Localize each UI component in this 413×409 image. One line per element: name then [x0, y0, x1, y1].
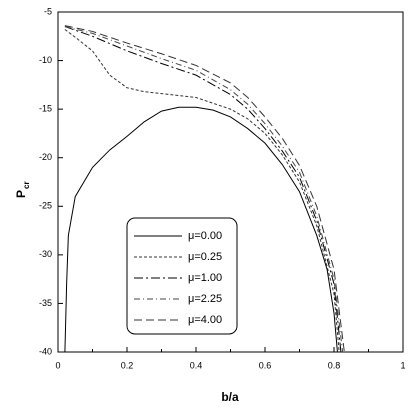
- x-tick-label: 0.2: [121, 360, 134, 370]
- y-tick-label: -25: [39, 201, 52, 211]
- legend-label: μ=1.00: [188, 272, 222, 284]
- x-tick-label: 1: [400, 360, 405, 370]
- y-tick-label: -30: [39, 249, 52, 259]
- y-tick-label: -15: [39, 104, 52, 114]
- series-line: [64, 26, 344, 353]
- y-axis-title: P cr: [14, 181, 31, 198]
- series-line: [64, 25, 345, 353]
- y-axis-title-sub: cr: [22, 181, 31, 189]
- legend-box: [126, 217, 238, 335]
- y-tick-label: -10: [39, 55, 52, 65]
- x-axis-title: b/a: [221, 390, 239, 404]
- y-tick-label: -5: [44, 6, 52, 16]
- legend-label: μ=2.25: [188, 293, 222, 305]
- x-tick-label: 0.6: [259, 360, 272, 370]
- x-tick-label: 0: [55, 360, 60, 370]
- y-tick-label: -40: [39, 346, 52, 356]
- y-tick-label: -20: [39, 152, 52, 162]
- series-line: [64, 29, 340, 353]
- x-tick-label: 0.8: [328, 360, 341, 370]
- legend-label: μ=0.00: [188, 230, 222, 242]
- y-tick-label: -35: [39, 298, 52, 308]
- legend-label: μ=4.00: [188, 314, 222, 326]
- legend-label: μ=0.25: [188, 251, 222, 263]
- x-tick-label: 0.4: [190, 360, 203, 370]
- series-line: [64, 106, 338, 353]
- y-axis-title-main: P: [14, 190, 28, 198]
